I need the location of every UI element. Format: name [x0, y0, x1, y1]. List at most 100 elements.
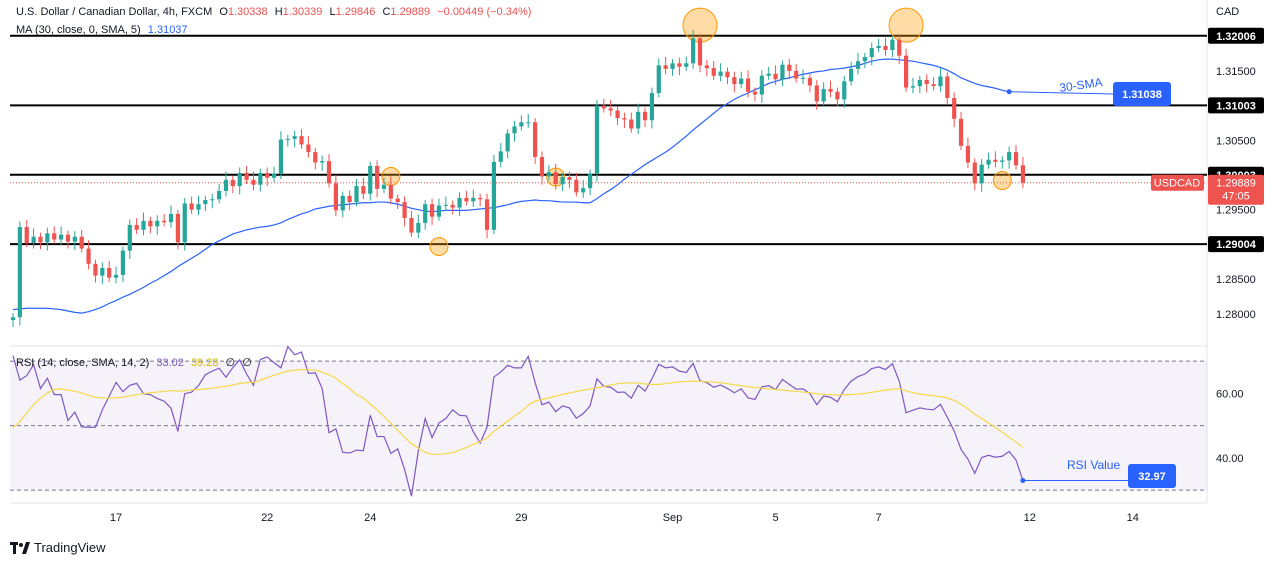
- candle[interactable]: [93, 259, 98, 283]
- candle[interactable]: [539, 151, 545, 185]
- candle[interactable]: [24, 220, 29, 248]
- candle[interactable]: [65, 230, 71, 249]
- candle[interactable]: [402, 196, 407, 227]
- candle[interactable]: [120, 246, 126, 282]
- candle[interactable]: [718, 63, 723, 82]
- candle[interactable]: [505, 129, 510, 159]
- candle[interactable]: [347, 190, 352, 211]
- candle[interactable]: [546, 165, 551, 181]
- candle[interactable]: [168, 205, 174, 228]
- candle[interactable]: [333, 175, 338, 216]
- candle[interactable]: [711, 61, 716, 80]
- candle[interactable]: [787, 59, 792, 80]
- candle[interactable]: [745, 70, 751, 98]
- candle[interactable]: [326, 154, 332, 188]
- candle[interactable]: [313, 147, 318, 170]
- candle[interactable]: [210, 193, 215, 209]
- candle[interactable]: [127, 219, 132, 259]
- candle[interactable]: [491, 154, 496, 234]
- candle[interactable]: [608, 100, 613, 117]
- candle[interactable]: [155, 215, 160, 235]
- candle[interactable]: [258, 168, 263, 192]
- candle[interactable]: [794, 63, 799, 83]
- candle[interactable]: [677, 57, 682, 76]
- candle[interactable]: [86, 240, 91, 270]
- candle[interactable]: [965, 137, 971, 169]
- candle[interactable]: [842, 75, 847, 108]
- candle[interactable]: [175, 209, 180, 250]
- candle[interactable]: [52, 226, 57, 244]
- candle[interactable]: [271, 166, 277, 182]
- candle[interactable]: [375, 160, 380, 198]
- candle[interactable]: [381, 177, 387, 194]
- candle[interactable]: [182, 197, 187, 251]
- candle[interactable]: [986, 152, 991, 169]
- candle[interactable]: [134, 218, 139, 234]
- candle[interactable]: [691, 29, 696, 69]
- candle[interactable]: [443, 196, 448, 212]
- candle[interactable]: [849, 61, 854, 86]
- candles[interactable]: [10, 29, 1025, 327]
- candle[interactable]: [409, 211, 414, 237]
- candle[interactable]: [594, 100, 600, 182]
- candle[interactable]: [457, 192, 462, 216]
- candle[interactable]: [800, 69, 806, 85]
- candle[interactable]: [471, 189, 476, 207]
- candle[interactable]: [622, 112, 627, 128]
- candle[interactable]: [464, 190, 469, 206]
- candle[interactable]: [478, 193, 483, 207]
- candle[interactable]: [519, 115, 524, 131]
- candle[interactable]: [100, 262, 105, 284]
- candle[interactable]: [1007, 146, 1012, 169]
- candle[interactable]: [629, 112, 634, 133]
- candle[interactable]: [773, 65, 778, 85]
- candle[interactable]: [821, 82, 826, 106]
- candle[interactable]: [890, 35, 895, 58]
- candle[interactable]: [148, 216, 153, 234]
- candle[interactable]: [587, 169, 593, 196]
- candle[interactable]: [429, 198, 435, 225]
- candle[interactable]: [814, 79, 819, 110]
- candle[interactable]: [835, 87, 840, 107]
- candle[interactable]: [697, 34, 703, 73]
- candle[interactable]: [196, 195, 201, 216]
- candle[interactable]: [862, 52, 867, 69]
- candle[interactable]: [306, 136, 311, 158]
- candle[interactable]: [931, 77, 936, 91]
- candle[interactable]: [924, 74, 929, 93]
- candle[interactable]: [1013, 145, 1019, 170]
- candle[interactable]: [684, 56, 689, 71]
- candle[interactable]: [285, 134, 290, 147]
- candle[interactable]: [883, 37, 888, 56]
- candle[interactable]: [766, 66, 771, 80]
- tradingview-logo[interactable]: TradingView: [10, 540, 106, 555]
- candle[interactable]: [642, 107, 648, 128]
- candle[interactable]: [79, 229, 84, 253]
- candle[interactable]: [223, 171, 229, 197]
- candle[interactable]: [45, 227, 50, 251]
- candle[interactable]: [663, 57, 668, 75]
- candle[interactable]: [904, 48, 909, 92]
- candle[interactable]: [38, 232, 43, 250]
- candle[interactable]: [910, 77, 916, 94]
- candle[interactable]: [656, 58, 661, 98]
- candle[interactable]: [368, 161, 373, 201]
- candle[interactable]: [17, 221, 22, 326]
- candle[interactable]: [601, 98, 606, 113]
- candle[interactable]: [299, 129, 304, 149]
- candle[interactable]: [828, 80, 833, 98]
- candle[interactable]: [450, 200, 455, 215]
- candle[interactable]: [972, 158, 977, 191]
- candle[interactable]: [780, 60, 785, 87]
- candle[interactable]: [945, 72, 950, 105]
- candle[interactable]: [265, 167, 270, 187]
- candle[interactable]: [354, 179, 359, 207]
- candle[interactable]: [533, 118, 538, 164]
- candle[interactable]: [855, 52, 861, 75]
- candle[interactable]: [807, 73, 813, 93]
- candle[interactable]: [1020, 156, 1025, 189]
- candle[interactable]: [292, 130, 297, 148]
- candle[interactable]: [251, 171, 256, 191]
- candle[interactable]: [917, 75, 922, 94]
